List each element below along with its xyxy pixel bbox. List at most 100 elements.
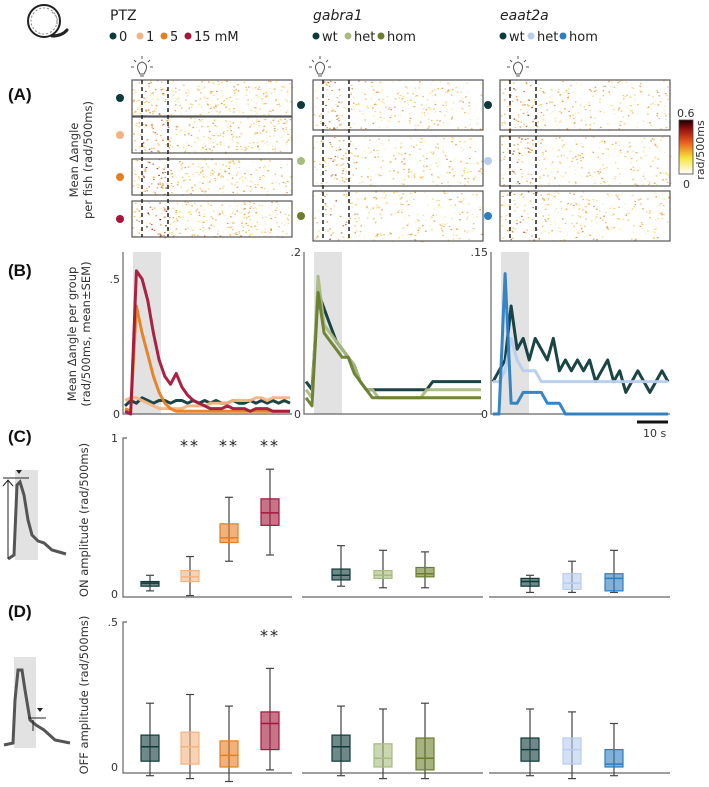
heat-cell [152,111,154,113]
heat-cell [193,202,196,205]
heat-cell [406,99,409,102]
heat-cell [454,86,457,88]
heat-cell [468,230,470,232]
heat-cell [180,164,182,166]
heat-cell [431,120,433,122]
heat-cell [202,182,204,184]
box-iqr [562,573,582,590]
heat-cell [374,102,377,104]
heat-cell [363,150,366,152]
heat-cell [399,94,402,97]
heat-cell [270,122,273,124]
heat-cell [441,149,444,151]
heat-cell [408,113,411,115]
heat-cell [143,170,146,172]
heat-cell [589,128,591,130]
heat-cell [547,198,550,200]
heat-cell [202,95,205,97]
heat-cell [603,182,606,184]
heat-cell [132,227,134,229]
heat-cell [252,88,255,90]
heat-cell [258,148,260,150]
heat-cell [566,157,569,159]
heat-cell [202,146,204,149]
heat-cell [201,190,203,192]
heat-cell [414,95,417,97]
heat-cell [191,205,193,207]
heat-cell [379,111,381,113]
heat-cell [667,86,669,88]
heat-cell [224,170,226,172]
heat-cell [327,157,330,160]
heat-cell [243,208,245,210]
heat-cell [457,127,460,129]
heat-cell [217,233,219,235]
heat-cell [234,233,236,235]
box-iqr [180,569,200,583]
heat-cell [418,87,420,89]
heat-cell [269,110,271,112]
heat-cell [415,144,418,146]
heat-cell [540,111,543,114]
heat-cell [509,127,512,129]
heat-cell [459,219,461,221]
heat-cell [151,123,153,125]
box-iqr [331,734,351,762]
heat-cell [182,204,184,206]
heat-cell [649,210,652,212]
heat-cell [346,193,348,195]
heat-cell [203,209,205,211]
heat-cell [511,230,513,232]
heat-cell [377,206,379,208]
heat-cell [402,193,404,195]
heat-cell [279,150,282,152]
heat-cell [220,143,222,145]
heat-cell [209,107,212,109]
heat-cell [600,126,602,128]
heat-cell [401,98,404,100]
heat-cell [206,201,209,203]
heat-cell [157,144,160,146]
heat-cell [640,157,642,159]
heat-cell [349,143,351,145]
heat-cell [159,219,162,221]
heat-cell [464,178,466,180]
heat-cell [157,142,159,144]
heat-cell [265,130,268,132]
heat-cell [442,223,444,225]
heat-cell [159,233,161,235]
heat-cell [584,109,587,111]
heat-cell [203,142,206,145]
heat-cell [138,126,140,128]
heat-cell [461,211,464,213]
heat-cell [373,103,376,105]
heat-cell [285,128,288,130]
heat-cell [183,180,185,182]
legend-dot [109,32,117,40]
heat-cell [266,95,268,97]
heat-cell [446,158,448,160]
heat-cell [660,139,662,141]
heat-cell [168,129,171,131]
heat-cell [157,183,160,185]
heat-cell [538,104,541,106]
heat-cell [345,171,348,173]
heat-cell [426,165,428,167]
heat-cell [544,168,547,170]
axes [303,252,483,415]
heat-cell [520,109,522,111]
heat-cell [229,165,231,168]
heat-cell [609,94,611,96]
heat-cell [502,92,505,94]
heat-cell [208,81,210,83]
heat-cell [537,126,539,128]
heat-cell [412,146,415,148]
heat-cell [274,216,277,218]
heat-cell [150,93,153,95]
heat-cell [577,215,580,217]
heat-cell [178,216,180,218]
heat-cell [618,198,620,200]
heat-cell [229,108,231,110]
y-tick-label: 0 [481,408,488,421]
